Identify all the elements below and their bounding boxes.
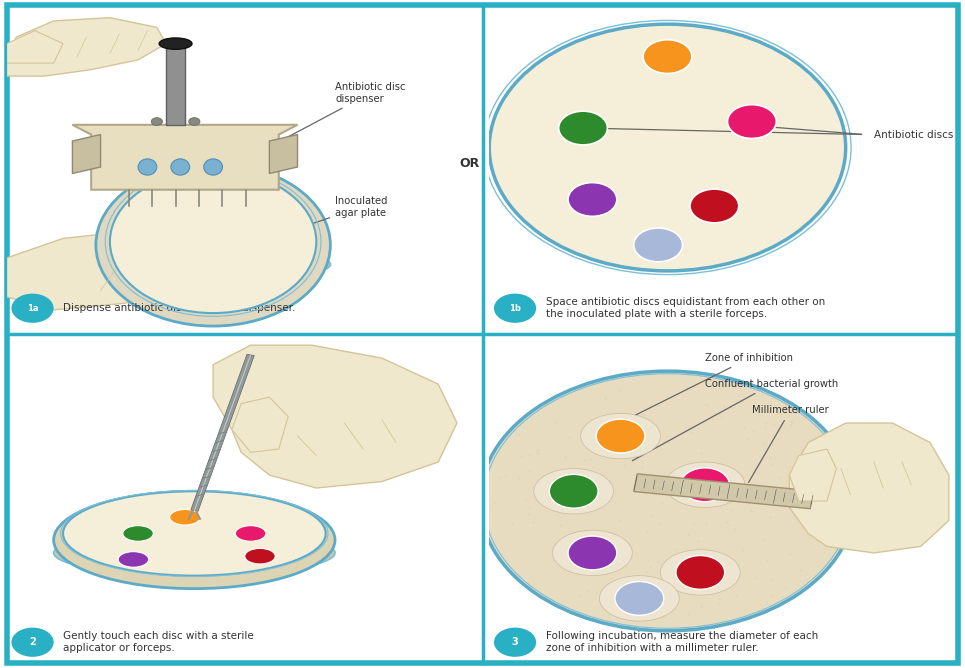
Circle shape [12, 294, 54, 323]
Circle shape [189, 118, 200, 126]
Polygon shape [634, 474, 813, 509]
Text: OR: OR [460, 157, 480, 170]
Ellipse shape [159, 38, 192, 49]
Circle shape [494, 294, 537, 323]
Circle shape [634, 228, 682, 262]
Text: Antibiotic discs: Antibiotic discs [874, 130, 953, 140]
Circle shape [643, 39, 692, 73]
Circle shape [690, 189, 739, 223]
Ellipse shape [660, 550, 740, 595]
Polygon shape [789, 449, 837, 501]
Ellipse shape [96, 248, 330, 281]
Ellipse shape [138, 159, 157, 175]
Polygon shape [7, 17, 166, 76]
Ellipse shape [204, 159, 223, 175]
Circle shape [728, 105, 776, 138]
Text: Dispense antibiotic discs with the dispenser.: Dispense antibiotic discs with the dispe… [63, 303, 295, 313]
Polygon shape [72, 125, 297, 190]
Text: Space antibiotic discs equidistant from each other on
the inoculated plate with : Space antibiotic discs equidistant from … [545, 297, 825, 319]
Ellipse shape [171, 159, 190, 175]
Ellipse shape [170, 510, 200, 525]
Circle shape [615, 582, 664, 615]
Circle shape [596, 420, 645, 453]
Ellipse shape [581, 413, 660, 459]
Polygon shape [7, 31, 63, 63]
Circle shape [568, 182, 617, 216]
Ellipse shape [534, 468, 614, 514]
Ellipse shape [245, 548, 275, 564]
Circle shape [489, 24, 845, 271]
Ellipse shape [63, 491, 325, 576]
Text: Inoculated
agar plate: Inoculated agar plate [290, 196, 388, 231]
Circle shape [559, 111, 607, 145]
Polygon shape [166, 43, 185, 125]
Circle shape [680, 468, 730, 502]
Ellipse shape [553, 530, 632, 576]
Polygon shape [72, 134, 100, 174]
Text: Zone of inhibition: Zone of inhibition [609, 353, 793, 428]
Ellipse shape [665, 462, 745, 508]
Text: 2: 2 [29, 637, 36, 647]
Text: 1b: 1b [510, 304, 521, 313]
Circle shape [110, 170, 317, 313]
Polygon shape [7, 232, 204, 310]
Text: Confluent bacterial growth: Confluent bacterial growth [632, 379, 839, 461]
Text: Antibiotic disc
dispenser: Antibiotic disc dispenser [277, 82, 405, 143]
Circle shape [152, 118, 162, 126]
Ellipse shape [235, 526, 266, 541]
Circle shape [676, 556, 725, 589]
Circle shape [12, 628, 54, 657]
Circle shape [494, 628, 537, 657]
Circle shape [549, 474, 598, 508]
Polygon shape [232, 397, 289, 452]
Ellipse shape [118, 552, 149, 567]
Ellipse shape [54, 530, 335, 576]
Ellipse shape [123, 526, 153, 541]
Text: Gently touch each disc with a sterile
applicator or forceps.: Gently touch each disc with a sterile ap… [63, 631, 254, 653]
Polygon shape [213, 345, 457, 488]
Text: Millimeter ruler: Millimeter ruler [749, 405, 829, 482]
Polygon shape [269, 134, 297, 174]
Ellipse shape [54, 491, 335, 589]
Ellipse shape [599, 576, 679, 621]
Circle shape [96, 164, 330, 326]
Polygon shape [191, 354, 254, 512]
Circle shape [568, 536, 617, 570]
Circle shape [480, 371, 855, 631]
Polygon shape [789, 423, 949, 553]
Text: 1a: 1a [27, 304, 39, 313]
Text: Following incubation, measure the diameter of each
zone of inhibition with a mil: Following incubation, measure the diamet… [545, 631, 817, 653]
Text: 3: 3 [511, 637, 518, 647]
